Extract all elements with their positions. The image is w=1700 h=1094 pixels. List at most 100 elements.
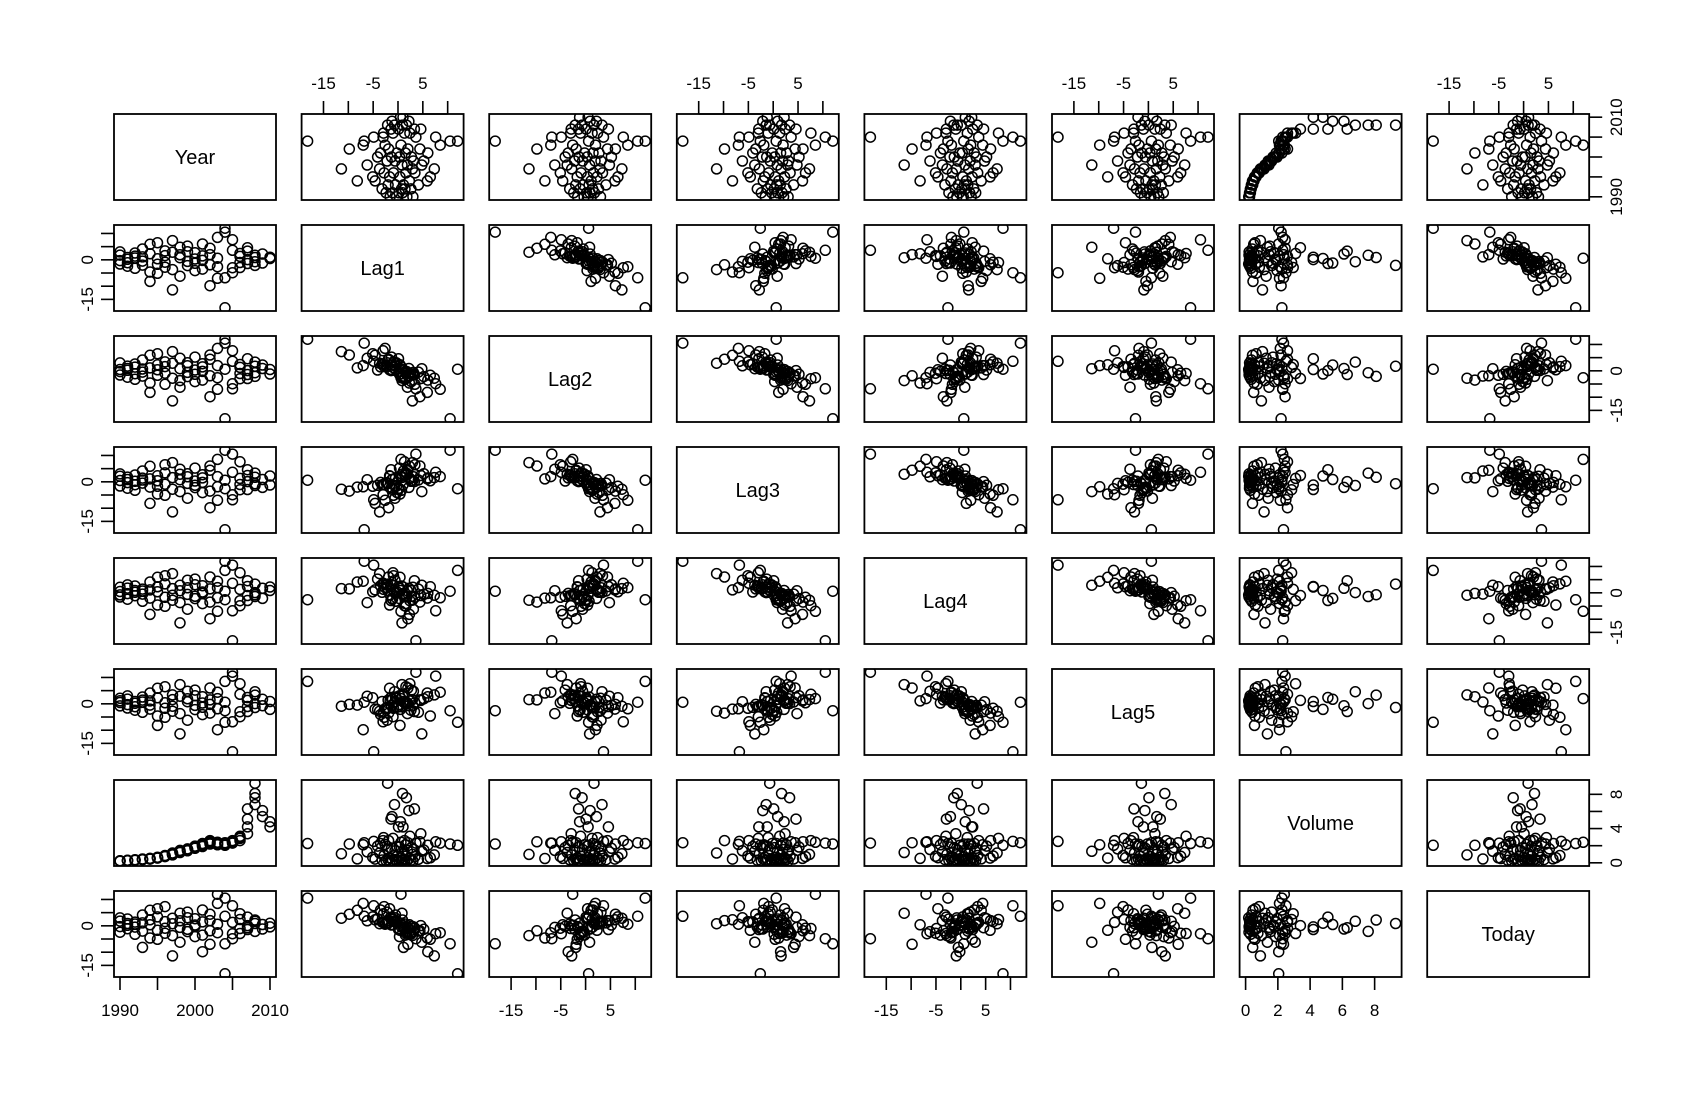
data-point [1163, 238, 1175, 251]
data-point [1492, 475, 1505, 487]
data-point [1265, 356, 1278, 369]
data-point [609, 698, 622, 711]
x-tick-label: -5 [741, 74, 756, 93]
data-point [785, 670, 797, 682]
data-point [1265, 714, 1278, 726]
data-point [403, 923, 415, 935]
panel-frame [1051, 335, 1215, 423]
data-point [1160, 372, 1173, 385]
data-point [264, 584, 276, 597]
data-point [1370, 689, 1382, 701]
data-point [189, 364, 201, 376]
data-point [1178, 846, 1191, 859]
data-point [914, 919, 926, 931]
data-point [379, 139, 391, 151]
data-point [759, 191, 772, 200]
data-point [219, 302, 231, 311]
data-point [1362, 697, 1374, 710]
data-point [367, 131, 380, 143]
data-point [590, 918, 603, 931]
data-point [545, 139, 557, 151]
data-point [151, 599, 164, 611]
data-point [249, 917, 261, 930]
data-point [710, 705, 723, 717]
data-point [984, 914, 997, 927]
data-point [962, 279, 974, 292]
data-point [1253, 900, 1266, 913]
data-point [1317, 703, 1329, 716]
data-point [955, 356, 968, 368]
data-point [789, 248, 801, 261]
data-point [414, 143, 426, 155]
data-point [1338, 699, 1350, 712]
data-point [1139, 362, 1151, 375]
data-point [1159, 251, 1171, 264]
data-point [196, 708, 209, 721]
data-point [1172, 836, 1184, 849]
data-point [924, 155, 936, 167]
data-point [211, 836, 224, 849]
data-point [1349, 479, 1362, 492]
data-point [1493, 244, 1506, 257]
data-point [1294, 919, 1307, 932]
data-point [1174, 850, 1187, 863]
data-point [1338, 923, 1350, 935]
data-point [750, 583, 762, 595]
data-point [590, 693, 603, 706]
data-point [569, 787, 581, 800]
data-point [174, 936, 186, 948]
data-point [785, 836, 797, 848]
data-point [204, 908, 216, 920]
data-point [1326, 592, 1339, 605]
data-point [1510, 821, 1523, 833]
data-point [997, 968, 1009, 977]
data-point [428, 849, 441, 861]
data-point [367, 494, 380, 506]
data-point [1532, 284, 1544, 296]
data-point [397, 695, 409, 708]
data-point [1514, 368, 1526, 381]
data-point [1389, 259, 1402, 272]
data-point [1178, 907, 1191, 919]
data-point [582, 968, 595, 977]
data-point [415, 372, 427, 385]
data-point [219, 474, 231, 486]
data-point [204, 612, 216, 625]
data-point [1569, 837, 1582, 850]
y-tick-label: 0 [1607, 366, 1626, 375]
data-point [921, 377, 933, 390]
data-point [129, 484, 141, 497]
data-point [181, 714, 194, 726]
data-point [114, 912, 126, 924]
data-point [121, 364, 134, 377]
data-point [159, 261, 171, 273]
data-point [546, 448, 558, 460]
data-point [241, 589, 254, 602]
y-tick-label: -15 [78, 731, 97, 756]
panel-frame [300, 557, 465, 645]
data-point [121, 587, 134, 600]
year-x-axis: 1990 2000 2010 [101, 976, 289, 1020]
data-point [570, 612, 582, 625]
data-point [159, 600, 171, 613]
data-point [639, 135, 651, 147]
data-point [335, 163, 348, 175]
panel-frame [488, 224, 653, 312]
data-point [1483, 464, 1495, 476]
data-point [601, 834, 614, 847]
data-point [760, 798, 772, 811]
data-point [790, 911, 802, 923]
y-tick-label: -15 [1607, 398, 1626, 423]
data-point [531, 925, 543, 937]
data-point [984, 259, 997, 271]
data-point [783, 925, 796, 938]
data-point [617, 131, 630, 143]
data-point [940, 678, 952, 690]
scatter-panel-lag2-vs-today [1426, 335, 1591, 423]
data-point [639, 302, 651, 311]
data-point [219, 704, 231, 717]
data-point [361, 159, 373, 171]
data-point [1129, 838, 1142, 850]
data-point [1535, 337, 1548, 349]
data-point [584, 582, 596, 595]
